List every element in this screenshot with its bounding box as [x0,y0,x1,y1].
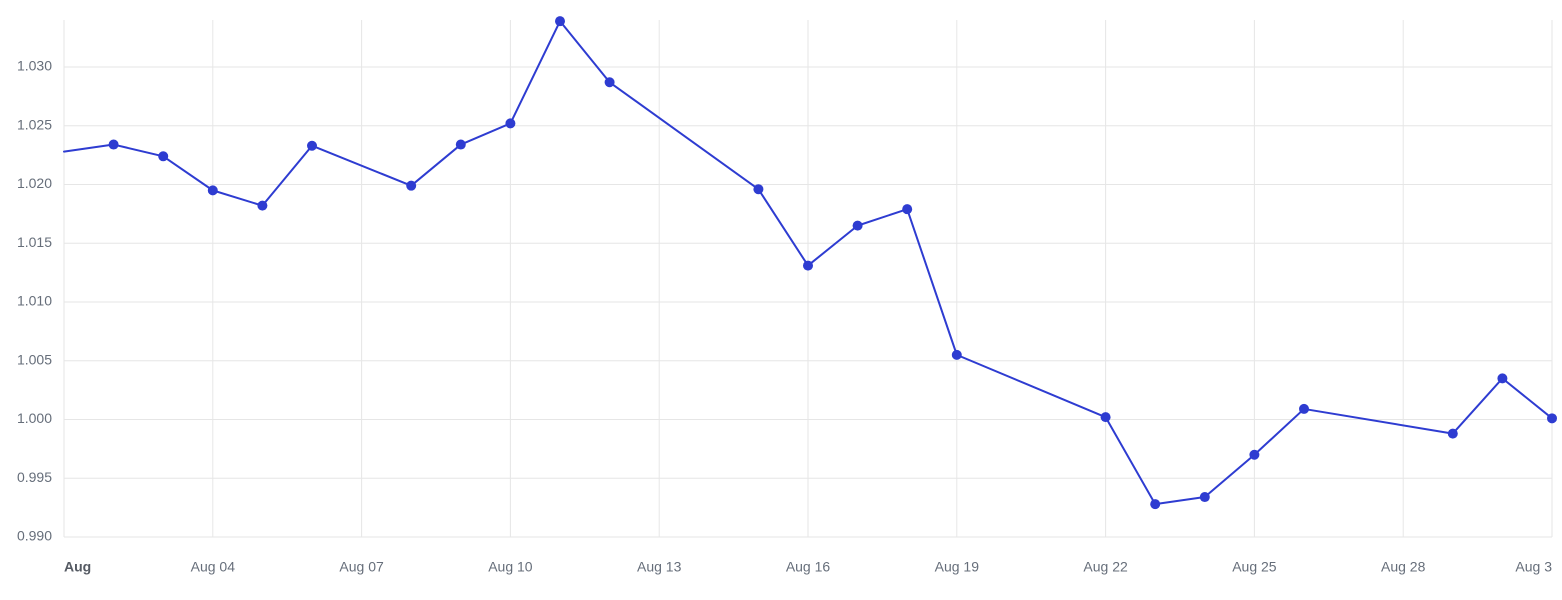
chart-svg: 0.990 0.995 1.000 1.005 1.010 1.015 1.020 1.025… [0,0,1562,600]
y-axis-label: 1.000 [17,410,52,426]
x-axis-label: Aug 3 [1515,558,1552,574]
data-point[interactable] [1101,412,1111,422]
x-axis-label: Aug 07 [339,558,384,574]
y-axis-label: 1.030 [17,58,52,74]
line-chart: 0.990 0.995 1.000 1.005 1.010 1.015 1.020 1.025… [0,0,1562,600]
data-point[interactable] [307,141,317,151]
data-point[interactable] [208,185,218,195]
data-point[interactable] [555,16,565,26]
data-point[interactable] [853,221,863,231]
y-axis-label: 1.020 [17,175,52,191]
y-axis-label: 0.990 [17,528,52,544]
data-point[interactable] [1150,499,1160,509]
y-axis-label: 1.010 [17,293,52,309]
x-axis-label: Aug 13 [637,558,682,574]
data-point[interactable] [109,140,119,150]
y-axis-label: 1.005 [17,351,52,367]
x-axis-label: Aug 16 [786,558,831,574]
x-axis-label: Aug 28 [1381,558,1426,574]
x-axis-label: Aug 04 [191,558,236,574]
data-point[interactable] [158,151,168,161]
data-point[interactable] [803,261,813,271]
data-point[interactable] [1497,373,1507,383]
data-point[interactable] [1299,404,1309,414]
data-point[interactable] [257,201,267,211]
x-axis-label: Aug 22 [1083,558,1128,574]
y-axis-label: 1.015 [17,234,52,250]
data-point[interactable] [753,184,763,194]
data-point[interactable] [406,181,416,191]
data-point[interactable] [605,77,615,87]
data-point[interactable] [1249,450,1259,460]
x-axis-label: Aug [64,558,91,574]
y-axis-label: 1.025 [17,116,52,132]
data-point[interactable] [456,140,466,150]
data-point[interactable] [1200,492,1210,502]
x-axis-label: Aug 25 [1232,558,1277,574]
data-point[interactable] [952,350,962,360]
data-point[interactable] [1547,413,1557,423]
x-axis-label: Aug 19 [935,558,980,574]
data-point[interactable] [505,118,515,128]
x-axis-label: Aug 10 [488,558,533,574]
data-point[interactable] [1448,429,1458,439]
data-point[interactable] [902,204,912,214]
y-axis-label: 0.995 [17,469,52,485]
